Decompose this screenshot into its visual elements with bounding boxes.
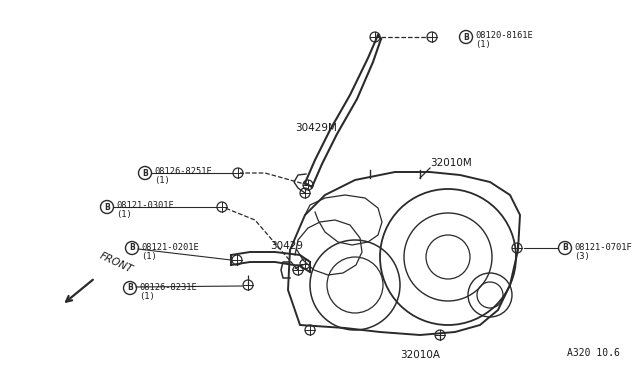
Text: B: B <box>129 244 135 253</box>
Text: B: B <box>142 169 148 177</box>
Text: 32010A: 32010A <box>400 350 440 360</box>
Text: (3): (3) <box>574 251 589 260</box>
Text: 30429: 30429 <box>270 241 303 251</box>
Text: 08121-0201E: 08121-0201E <box>141 243 199 251</box>
Text: B: B <box>104 202 110 212</box>
Text: 08120-8161E: 08120-8161E <box>475 32 532 41</box>
Text: (1): (1) <box>116 211 132 219</box>
Text: B: B <box>127 283 133 292</box>
Text: 08121-0701F: 08121-0701F <box>574 243 632 251</box>
Text: 08126-8251E: 08126-8251E <box>154 167 212 176</box>
Text: 08121-0301E: 08121-0301E <box>116 202 173 211</box>
Text: (1): (1) <box>475 41 491 49</box>
Text: B: B <box>463 32 469 42</box>
Text: 30429M: 30429M <box>295 123 337 133</box>
Text: B: B <box>562 244 568 253</box>
Text: (1): (1) <box>154 176 170 186</box>
Text: A320 10.6: A320 10.6 <box>567 348 620 358</box>
Text: 32010M: 32010M <box>430 158 472 168</box>
Text: 08126-8231E: 08126-8231E <box>139 282 196 292</box>
Text: FRONT: FRONT <box>98 251 134 275</box>
Text: (1): (1) <box>139 292 155 301</box>
Text: (1): (1) <box>141 251 157 260</box>
